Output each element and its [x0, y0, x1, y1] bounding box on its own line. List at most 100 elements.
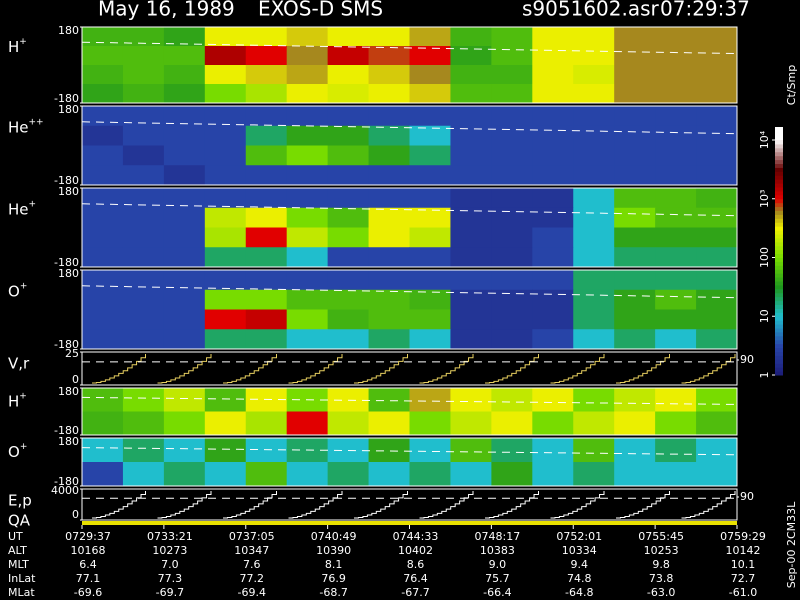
cell: 73.8: [649, 572, 674, 585]
heat-cell: [368, 438, 410, 463]
heat-cell: [532, 309, 574, 330]
heat-cell: [450, 106, 492, 127]
heat-cell: [82, 227, 124, 248]
heat-cell: [163, 46, 206, 66]
cell: 0752:01: [556, 530, 602, 543]
heat-cell: [409, 247, 451, 268]
panel-frame: [81, 437, 738, 487]
heat-cell: [450, 145, 492, 166]
heat-cell: [327, 165, 370, 186]
colorbar-segment: [775, 371, 783, 376]
heat-cell: [532, 145, 574, 166]
panel-label: E,p: [8, 492, 32, 510]
colorbar-segment: [775, 308, 783, 313]
y-tick-label: 180: [58, 24, 79, 37]
y-tick-label: -180: [54, 475, 79, 488]
heat-cell: [573, 227, 615, 248]
heat-cell: [286, 329, 329, 350]
colorbar-segment: [775, 167, 783, 172]
heat-cell: [573, 27, 615, 47]
panel-frame: [81, 387, 738, 436]
heat-cell: [82, 27, 124, 47]
row-label: ALT: [8, 544, 27, 557]
colorbar-tick-label: 100: [758, 247, 771, 268]
colorbar-segment: [775, 324, 783, 329]
heat-cell: [696, 438, 738, 463]
charge: +: [19, 391, 27, 401]
heat-cell: [122, 462, 165, 487]
heat-cell: [614, 388, 656, 412]
instrument: EXOS-D SMS: [258, 0, 383, 21]
heat-cell: [491, 188, 533, 209]
heat-cell: [491, 388, 533, 412]
heat-cell: [614, 289, 656, 310]
heat-cell: [614, 309, 656, 330]
heat-cell: [286, 289, 329, 310]
heat-cell: [122, 65, 165, 85]
heat-cell: [368, 227, 410, 248]
heat-cell: [450, 289, 492, 310]
heat-cell: [573, 106, 615, 127]
heat-cell: [82, 309, 124, 330]
charge: +: [20, 442, 28, 452]
heat-cell: [82, 125, 124, 146]
charge: +: [29, 199, 37, 209]
colorbar-segment: [775, 347, 783, 352]
heat-cell: [491, 438, 533, 463]
heat-cell: [286, 145, 329, 166]
colorbar-segment: [775, 304, 783, 309]
heat-cell: [368, 309, 410, 330]
heat-cell: [368, 270, 410, 291]
heat-cell: [286, 227, 329, 248]
row-label: MLat: [8, 586, 35, 599]
heat-cell: [286, 106, 329, 127]
heat-cell: [245, 411, 288, 436]
heat-cell: [409, 329, 451, 350]
heat-cell: [573, 411, 615, 436]
heat-cell: [532, 207, 574, 228]
heat-cell: [450, 188, 492, 209]
cell: 77.3: [158, 572, 183, 585]
colorbar-segment: [775, 343, 783, 349]
heat-cell: [573, 207, 615, 228]
colorbar-tick-label: 10³: [758, 190, 771, 208]
heat-cell: [204, 145, 247, 166]
heat-cell: [532, 270, 574, 291]
heat-cell: [204, 329, 247, 350]
colorbar-tick-label: 10⁴: [758, 130, 771, 149]
panel-label: O+: [8, 442, 27, 461]
heat-cell: [573, 309, 615, 330]
heat-cell: [450, 411, 492, 436]
sweep-line: [92, 491, 736, 519]
heat-cell: [327, 145, 370, 166]
heat-cell: [163, 438, 206, 463]
colorbar-segment: [775, 331, 783, 337]
heat-cell: [204, 247, 247, 268]
heat-cell: [696, 207, 738, 228]
heat-cell: [368, 106, 410, 127]
cell: 75.7: [485, 572, 510, 585]
heat-cell: [82, 462, 124, 487]
heat-cell: [204, 207, 247, 228]
colorbar-segment: [775, 273, 783, 278]
heat-cell: [532, 462, 574, 487]
heat-cell: [573, 46, 615, 66]
heat-cell: [368, 27, 410, 47]
y-tick-label: 180: [58, 185, 79, 198]
heat-cell: [655, 125, 697, 146]
cell: 9.0: [489, 558, 507, 571]
heat-cell: [163, 329, 206, 350]
colorbar-segment: [775, 277, 783, 282]
heat-cell: [368, 247, 410, 268]
heat-cell: [204, 309, 247, 330]
cell: 10402: [398, 544, 433, 557]
heat-cell: [327, 188, 370, 209]
cell: -63.0: [647, 586, 675, 599]
colorbar-cap: [775, 127, 783, 140]
heat-cell: [82, 46, 124, 66]
panel-frame: [81, 269, 738, 350]
colorbar-segment: [775, 159, 783, 164]
heat-cell: [122, 145, 165, 166]
cell: 0755:45: [638, 530, 684, 543]
cell: -64.8: [565, 586, 593, 599]
